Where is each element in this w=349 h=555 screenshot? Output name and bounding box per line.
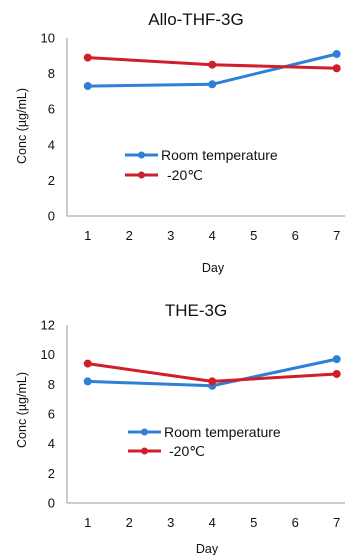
x-tick-label: 6 [292, 228, 299, 243]
y-tick-label: 10 [41, 31, 55, 46]
x-tick-label: 2 [126, 515, 133, 530]
legend: Room temperature -20℃ [125, 147, 278, 183]
y-tick-label: 4 [48, 436, 55, 451]
x-tick-label: 3 [167, 515, 174, 530]
y-tick-label: 10 [41, 347, 55, 362]
legend-label-room-temperature: Room temperature [161, 147, 278, 163]
x-tick-label: 1 [84, 228, 91, 243]
data-point [332, 50, 341, 59]
data-point [83, 53, 92, 62]
x-tick-label: 4 [209, 515, 216, 530]
x-tick-label: 5 [250, 515, 257, 530]
y-tick-label: 0 [48, 209, 55, 224]
y-tick-label: 6 [48, 102, 55, 117]
legend-item-minus-20c: -20℃ [128, 443, 205, 459]
data-point [83, 377, 92, 386]
legend: Room temperature -20℃ [128, 424, 281, 459]
legend-marker-minus-20c [141, 447, 148, 455]
data-point [332, 369, 341, 378]
y-axis-label: Conc (µg/mL) [15, 372, 29, 448]
data-point [208, 60, 217, 69]
data-point [208, 377, 217, 386]
legend-marker-minus-20c [138, 171, 145, 179]
y-tick-label: 6 [48, 407, 55, 422]
x-tick-label: 1 [84, 515, 91, 530]
data-point [83, 359, 92, 368]
y-tick-label: 4 [48, 137, 55, 152]
data-point [208, 80, 217, 89]
y-tick-label: 12 [41, 318, 55, 333]
y-tick-label: 2 [48, 466, 55, 481]
x-axis-label: Day [202, 261, 225, 275]
y-tick-label: 2 [48, 173, 55, 188]
x-axis-label: Day [196, 542, 219, 555]
x-tick-label: 7 [333, 228, 340, 243]
x-tick-label: 6 [292, 515, 299, 530]
y-tick-label: 8 [48, 377, 55, 392]
x-tick-label: 4 [209, 228, 216, 243]
legend-label-minus-20c: -20℃ [169, 443, 205, 459]
x-tick-label: 7 [333, 515, 340, 530]
legend-marker-room-temperature [138, 151, 145, 159]
x-tick-label: 5 [250, 228, 257, 243]
legend-item-minus-20c: -20℃ [125, 167, 203, 183]
legend-label-minus-20c: -20℃ [167, 167, 203, 183]
x-tick-label: 3 [167, 228, 174, 243]
legend-marker-room-temperature [141, 428, 148, 436]
chart-title: THE-3G [165, 301, 227, 320]
y-tick-label: 0 [48, 496, 55, 511]
legend-item-room-temperature: Room temperature [128, 424, 281, 440]
data-point [332, 355, 341, 364]
y-tick-label: 8 [48, 66, 55, 81]
x-tick-label: 2 [126, 228, 133, 243]
legend-label-room-temperature: Room temperature [164, 424, 281, 440]
legend-item-room-temperature: Room temperature [125, 147, 278, 163]
data-point [83, 82, 92, 91]
y-axis-label: Conc (µg/mL) [15, 88, 29, 164]
data-point [332, 64, 341, 73]
chart-title: Allo-THF-3G [148, 10, 243, 29]
